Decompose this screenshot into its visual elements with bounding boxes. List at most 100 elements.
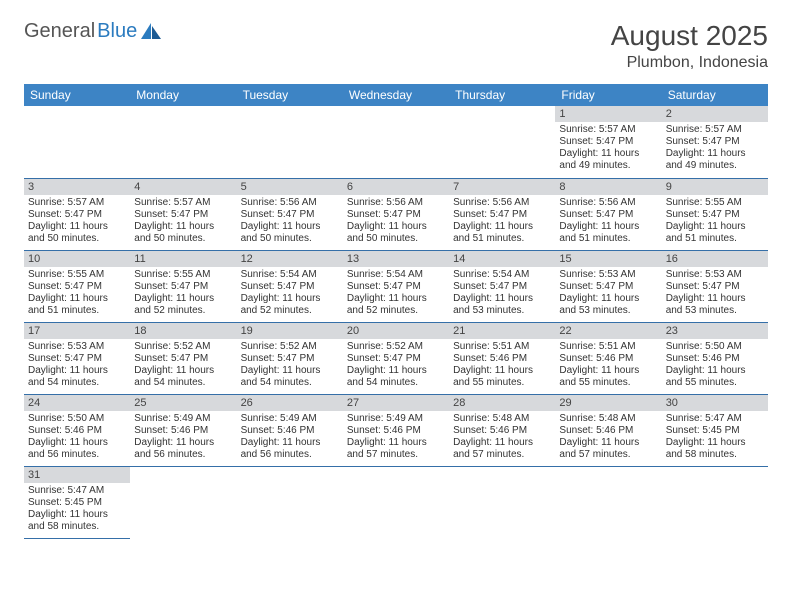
calendar-cell: 13Sunrise: 5:54 AMSunset: 5:47 PMDayligh… [343,250,449,322]
sunset-line: Sunset: 5:47 PM [559,136,657,148]
day-details: Sunrise: 5:47 AMSunset: 5:45 PMDaylight:… [662,411,768,464]
sunrise-line: Sunrise: 5:50 AM [28,413,126,425]
header: GeneralBlue August 2025 Plumbon, Indones… [24,20,768,72]
sunrise-line: Sunrise: 5:51 AM [559,341,657,353]
calendar-cell [130,106,236,178]
calendar-cell: 22Sunrise: 5:51 AMSunset: 5:46 PMDayligh… [555,322,661,394]
day-number: 29 [555,395,661,411]
day-number: 9 [662,179,768,195]
daylight-line: Daylight: 11 hours and 52 minutes. [347,293,445,317]
daylight-line: Daylight: 11 hours and 51 minutes. [666,221,764,245]
logo-text-general: General [24,20,95,43]
day-details: Sunrise: 5:49 AMSunset: 5:46 PMDaylight:… [237,411,343,464]
sunset-line: Sunset: 5:47 PM [28,281,126,293]
day-number: 19 [237,323,343,339]
sunrise-line: Sunrise: 5:49 AM [134,413,232,425]
daylight-line: Daylight: 11 hours and 55 minutes. [666,365,764,389]
day-details: Sunrise: 5:49 AMSunset: 5:46 PMDaylight:… [130,411,236,464]
daylight-line: Daylight: 11 hours and 54 minutes. [28,365,126,389]
calendar-cell: 27Sunrise: 5:49 AMSunset: 5:46 PMDayligh… [343,394,449,466]
calendar-row: 3Sunrise: 5:57 AMSunset: 5:47 PMDaylight… [24,178,768,250]
day-details: Sunrise: 5:48 AMSunset: 5:46 PMDaylight:… [555,411,661,464]
daylight-line: Daylight: 11 hours and 54 minutes. [134,365,232,389]
logo-text-blue: Blue [97,20,137,43]
sunset-line: Sunset: 5:47 PM [453,209,551,221]
weekday-header: Thursday [449,84,555,106]
daylight-line: Daylight: 11 hours and 54 minutes. [347,365,445,389]
calendar-table: Sunday Monday Tuesday Wednesday Thursday… [24,84,768,539]
daylight-line: Daylight: 11 hours and 50 minutes. [28,221,126,245]
sunrise-line: Sunrise: 5:57 AM [28,197,126,209]
sunrise-line: Sunrise: 5:57 AM [666,124,764,136]
day-details: Sunrise: 5:53 AMSunset: 5:47 PMDaylight:… [24,339,130,392]
daylight-line: Daylight: 11 hours and 50 minutes. [347,221,445,245]
calendar-cell [449,466,555,538]
calendar-row: 10Sunrise: 5:55 AMSunset: 5:47 PMDayligh… [24,250,768,322]
sunset-line: Sunset: 5:46 PM [559,425,657,437]
sunset-line: Sunset: 5:47 PM [134,281,232,293]
daylight-line: Daylight: 11 hours and 49 minutes. [559,148,657,172]
calendar-row: 17Sunrise: 5:53 AMSunset: 5:47 PMDayligh… [24,322,768,394]
location: Plumbon, Indonesia [611,54,768,72]
day-number: 20 [343,323,449,339]
daylight-line: Daylight: 11 hours and 56 minutes. [28,437,126,461]
calendar-cell: 28Sunrise: 5:48 AMSunset: 5:46 PMDayligh… [449,394,555,466]
day-number: 8 [555,179,661,195]
daylight-line: Daylight: 11 hours and 51 minutes. [453,221,551,245]
daylight-line: Daylight: 11 hours and 55 minutes. [559,365,657,389]
day-number: 10 [24,251,130,267]
sunrise-line: Sunrise: 5:53 AM [666,269,764,281]
calendar-cell: 11Sunrise: 5:55 AMSunset: 5:47 PMDayligh… [130,250,236,322]
calendar-cell: 23Sunrise: 5:50 AMSunset: 5:46 PMDayligh… [662,322,768,394]
calendar-cell [555,466,661,538]
daylight-line: Daylight: 11 hours and 49 minutes. [666,148,764,172]
weekday-header: Saturday [662,84,768,106]
day-details: Sunrise: 5:56 AMSunset: 5:47 PMDaylight:… [555,195,661,248]
calendar-cell: 18Sunrise: 5:52 AMSunset: 5:47 PMDayligh… [130,322,236,394]
sunrise-line: Sunrise: 5:56 AM [347,197,445,209]
day-details: Sunrise: 5:50 AMSunset: 5:46 PMDaylight:… [662,339,768,392]
sunset-line: Sunset: 5:47 PM [28,353,126,365]
day-details: Sunrise: 5:51 AMSunset: 5:46 PMDaylight:… [449,339,555,392]
daylight-line: Daylight: 11 hours and 52 minutes. [134,293,232,317]
calendar-cell: 4Sunrise: 5:57 AMSunset: 5:47 PMDaylight… [130,178,236,250]
daylight-line: Daylight: 11 hours and 58 minutes. [666,437,764,461]
sunrise-line: Sunrise: 5:56 AM [453,197,551,209]
sunrise-line: Sunrise: 5:56 AM [241,197,339,209]
daylight-line: Daylight: 11 hours and 55 minutes. [453,365,551,389]
weekday-header: Friday [555,84,661,106]
sunset-line: Sunset: 5:47 PM [666,136,764,148]
day-number: 13 [343,251,449,267]
sunrise-line: Sunrise: 5:52 AM [134,341,232,353]
calendar-cell: 12Sunrise: 5:54 AMSunset: 5:47 PMDayligh… [237,250,343,322]
month-title: August 2025 [611,20,768,52]
sunrise-line: Sunrise: 5:47 AM [666,413,764,425]
sunset-line: Sunset: 5:46 PM [28,425,126,437]
day-details: Sunrise: 5:52 AMSunset: 5:47 PMDaylight:… [343,339,449,392]
day-details: Sunrise: 5:52 AMSunset: 5:47 PMDaylight:… [237,339,343,392]
day-number: 4 [130,179,236,195]
day-number: 23 [662,323,768,339]
day-details: Sunrise: 5:52 AMSunset: 5:47 PMDaylight:… [130,339,236,392]
daylight-line: Daylight: 11 hours and 56 minutes. [134,437,232,461]
weekday-header: Monday [130,84,236,106]
sunset-line: Sunset: 5:47 PM [134,209,232,221]
calendar-cell: 19Sunrise: 5:52 AMSunset: 5:47 PMDayligh… [237,322,343,394]
day-number: 2 [662,106,768,122]
calendar-cell: 15Sunrise: 5:53 AMSunset: 5:47 PMDayligh… [555,250,661,322]
day-details: Sunrise: 5:55 AMSunset: 5:47 PMDaylight:… [662,195,768,248]
day-number: 15 [555,251,661,267]
calendar-cell: 5Sunrise: 5:56 AMSunset: 5:47 PMDaylight… [237,178,343,250]
sunset-line: Sunset: 5:45 PM [28,497,126,509]
calendar-cell: 25Sunrise: 5:49 AMSunset: 5:46 PMDayligh… [130,394,236,466]
sunrise-line: Sunrise: 5:53 AM [559,269,657,281]
sunrise-line: Sunrise: 5:51 AM [453,341,551,353]
daylight-line: Daylight: 11 hours and 54 minutes. [241,365,339,389]
daylight-line: Daylight: 11 hours and 53 minutes. [453,293,551,317]
title-block: August 2025 Plumbon, Indonesia [611,20,768,72]
sunrise-line: Sunrise: 5:48 AM [559,413,657,425]
day-number: 5 [237,179,343,195]
calendar-cell [343,106,449,178]
sunset-line: Sunset: 5:47 PM [241,209,339,221]
calendar-cell: 17Sunrise: 5:53 AMSunset: 5:47 PMDayligh… [24,322,130,394]
